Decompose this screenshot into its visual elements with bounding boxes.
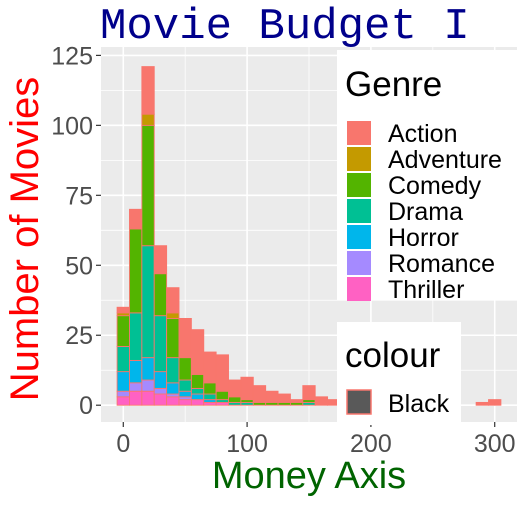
bar-action [129, 208, 143, 230]
bar-horror [190, 393, 205, 401]
bar-action [203, 351, 217, 384]
genre-legend: Genre ActionAdventureComedyDramaHorrorRo… [337, 50, 524, 304]
legend-label-comedy: Comedy [388, 172, 482, 200]
y-tick-label: 75 [65, 182, 93, 210]
y-axis-label: Number of Movies [3, 77, 47, 402]
genre-legend-title: Genre [345, 65, 442, 104]
legend-label-romance: Romance [388, 250, 495, 278]
legend-label-adventure: Adventure [388, 146, 502, 174]
bar-horror [166, 382, 180, 395]
bar-action [178, 318, 192, 359]
y-tick-label: 50 [65, 252, 93, 280]
bar-action [252, 385, 267, 403]
x-axis-label: Money Axis [212, 455, 406, 497]
y-tick-label: 125 [51, 42, 93, 70]
bar-horror [129, 359, 143, 384]
colour-legend: colour Black [337, 322, 461, 425]
bar-romance [153, 387, 168, 395]
bar-thriller [166, 396, 180, 406]
bar-action [289, 399, 304, 403]
y-tick-label: 25 [65, 322, 93, 350]
bar-comedy [166, 318, 180, 359]
bar-thriller [178, 399, 192, 406]
y-tick-label: 100 [51, 112, 93, 140]
bar-horror [178, 390, 192, 398]
bar-drama [129, 312, 143, 361]
bar-action [166, 287, 180, 314]
bar-drama [153, 315, 168, 373]
bar-adventure [166, 312, 180, 319]
axes: 0 25 50 75 100 125 0 100 200 300 [51, 42, 515, 458]
bar-action [240, 376, 254, 401]
legend-key-horror [347, 225, 371, 249]
x-tick-label: 200 [350, 430, 392, 458]
bar-drama [178, 379, 192, 392]
bar-horror [141, 357, 155, 381]
bar-comedy [178, 357, 192, 381]
bar-action [302, 385, 316, 401]
bar-action [141, 66, 155, 115]
bar-drama [166, 357, 180, 384]
bar-action [116, 306, 130, 314]
bar-action [153, 245, 168, 275]
bar-action [475, 401, 489, 406]
bar-action [277, 393, 291, 403]
bar-comedy [203, 382, 217, 395]
bar-action [215, 354, 229, 392]
bar-comedy [129, 228, 143, 314]
bar-drama [141, 245, 155, 359]
bar-horror [153, 371, 168, 389]
bar-drama [190, 387, 205, 395]
bar-thriller [141, 390, 155, 406]
bar-thriller [129, 390, 143, 406]
legend-key-adventure [347, 147, 371, 171]
legend-key-comedy [347, 173, 371, 197]
bar-drama [203, 393, 217, 401]
bar-stacks [116, 66, 502, 406]
bar-comedy [116, 315, 130, 347]
legend-label-horror: Horror [388, 224, 459, 252]
colour-legend-label: Black [388, 390, 450, 418]
bar-romance [116, 390, 130, 398]
legend-key-action [347, 121, 371, 145]
bar-comedy [141, 124, 155, 247]
bar-thriller [116, 396, 130, 406]
bar-comedy [215, 390, 229, 401]
colour-legend-key [346, 389, 372, 415]
bar-thriller [190, 399, 205, 406]
x-tick-label: 100 [226, 430, 268, 458]
y-tick-label: 0 [79, 392, 93, 420]
bar-action [314, 396, 329, 406]
bar-romance [129, 382, 143, 392]
bar-action [265, 390, 279, 403]
colour-legend-title: colour [345, 336, 441, 375]
legend-label-drama: Drama [388, 198, 463, 226]
legend-label-thriller: Thriller [388, 276, 464, 304]
bar-action [488, 399, 502, 406]
legend-key-drama [347, 199, 371, 223]
x-tick-label: 300 [474, 430, 516, 458]
x-tick-label: 0 [116, 430, 130, 458]
bar-comedy [153, 273, 168, 317]
bar-comedy [190, 373, 205, 389]
legend-label-action: Action [388, 120, 457, 148]
legend-key-romance [347, 251, 371, 275]
bar-thriller [153, 393, 168, 406]
bar-horror [116, 371, 130, 392]
chart-title: Movie Budget I [100, 2, 470, 52]
bar-adventure [141, 113, 155, 126]
bar-drama [116, 345, 130, 373]
bar-comedy [228, 396, 242, 403]
bar-action [228, 379, 242, 398]
legend-key-thriller [347, 277, 371, 301]
bar-romance [141, 379, 155, 392]
bar-action [190, 329, 205, 375]
